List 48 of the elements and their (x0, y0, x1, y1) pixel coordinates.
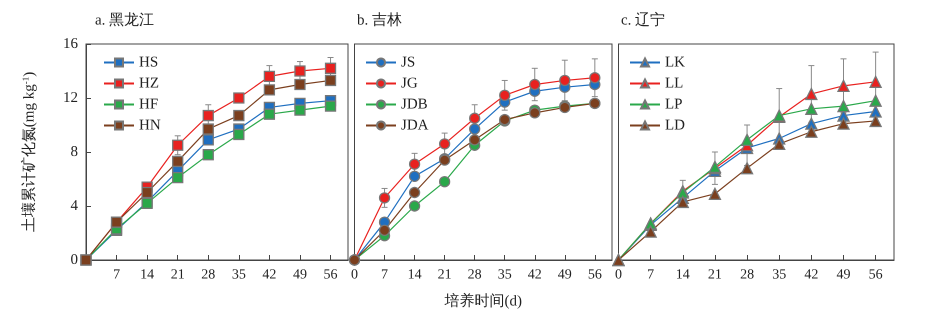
legend-label: JDA (401, 118, 429, 134)
x-tick-label: 14 (676, 268, 690, 282)
x-tick-label: 28 (201, 268, 216, 282)
x-axis-title: 培养时间(d) (444, 292, 522, 310)
y-tick-label: 8 (70, 144, 78, 160)
x-tick-label: 21 (708, 268, 722, 282)
x-tick-label: 0 (351, 268, 358, 282)
x-tick-label: 42 (262, 268, 276, 282)
chart-title: b. 吉林 (357, 12, 402, 28)
x-tick-label: 56 (588, 268, 602, 282)
x-tick-label: 28 (740, 268, 754, 282)
legend-label: HZ (139, 76, 159, 92)
x-tick-label: 49 (836, 268, 850, 282)
x-tick-label: 7 (113, 268, 120, 282)
y-tick-label: 16 (63, 36, 78, 52)
x-tick-label: 28 (468, 268, 482, 282)
chart-title: c. 辽宁 (621, 12, 666, 28)
chart-title: a. 黑龙江 (95, 12, 154, 28)
legend-label: LP (665, 96, 683, 112)
x-tick-label: 49 (558, 268, 572, 282)
legend-label: JDB (401, 96, 428, 112)
x-tick-label: 56 (868, 268, 883, 282)
y-tick-label: 4 (70, 198, 78, 214)
x-tick-label: 7 (381, 268, 388, 282)
y-tick-label: 0 (70, 252, 78, 268)
y-axis-title: 土壤累计矿化氮(mg kg-1) (20, 72, 38, 232)
legend-label: LL (665, 76, 684, 92)
x-tick-label: 42 (528, 268, 542, 282)
x-tick-label: 14 (408, 268, 422, 282)
x-tick-label: 35 (232, 268, 246, 282)
x-tick-label: 56 (324, 268, 338, 282)
legend-label: LK (665, 54, 686, 70)
legend-label: HN (139, 118, 161, 134)
legend-label: JS (401, 54, 416, 70)
legend-label: HS (139, 54, 158, 70)
x-tick-label: 7 (647, 268, 654, 282)
x-tick-label: 35 (498, 268, 512, 282)
x-tick-label: 35 (772, 268, 786, 282)
x-tick-label: 0 (615, 268, 622, 282)
legend-label: LD (665, 118, 686, 134)
x-tick-label: 14 (140, 268, 154, 282)
legend-label: HF (139, 96, 158, 112)
legend-label: JG (401, 76, 418, 92)
x-tick-label: 42 (804, 268, 818, 282)
x-tick-label: 49 (292, 268, 307, 282)
x-tick-label: 21 (170, 268, 185, 282)
x-tick-label: 21 (438, 268, 452, 282)
y-tick-label: 12 (63, 90, 78, 106)
